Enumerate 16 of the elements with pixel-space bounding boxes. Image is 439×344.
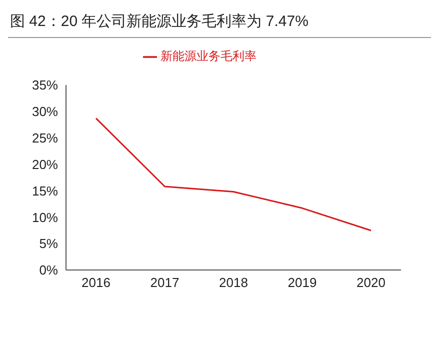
- y-tick-label: 15%: [32, 183, 58, 198]
- x-tick-label: 2020: [356, 275, 386, 290]
- y-tick-label: 30%: [32, 104, 58, 120]
- y-tick-label: 20%: [32, 156, 58, 172]
- line-series: [95, 118, 372, 232]
- y-tick-label: 35%: [32, 78, 58, 93]
- x-tick-label: 2018: [219, 275, 248, 290]
- legend-label: 新能源业务毛利率: [160, 49, 256, 63]
- y-tick-label: 10%: [32, 210, 58, 225]
- y-tick-label: 5%: [39, 236, 58, 252]
- x-tick-label: 2016: [82, 275, 110, 290]
- y-tick-label: 0%: [39, 262, 58, 278]
- x-tick-label: 2017: [150, 275, 180, 290]
- chart-title: 图 42：20 年公司新能源业务毛利率为 7.47%: [8, 8, 431, 38]
- x-tick-label: 2019: [288, 275, 317, 290]
- y-tick-label: 25%: [32, 130, 58, 146]
